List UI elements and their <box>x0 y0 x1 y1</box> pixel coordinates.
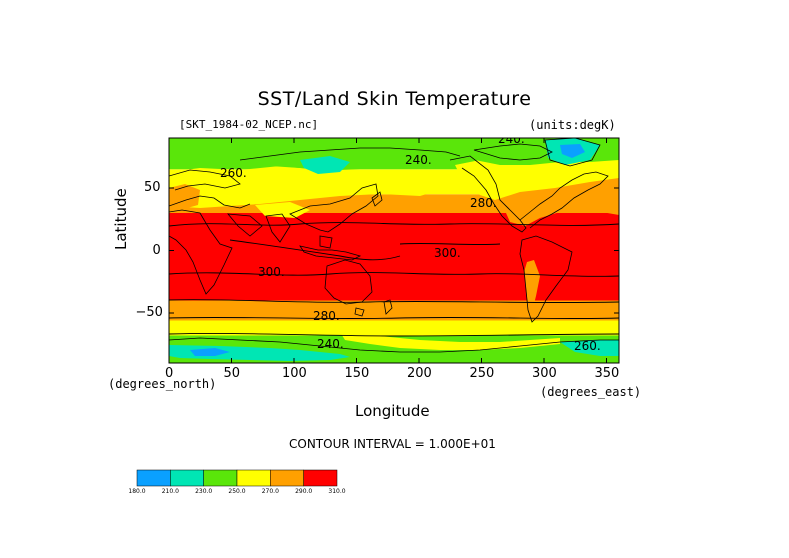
colorbar-tick-label: 290.0 <box>295 488 312 495</box>
colorbar-swatch-3 <box>236 469 271 487</box>
contour-label-7: 240. <box>317 337 344 351</box>
siberia-cold-patch <box>300 156 350 174</box>
colorbar-tick-label: 310.0 <box>328 488 345 495</box>
colorbar-swatch-5 <box>303 469 338 487</box>
colorbar-swatch-4 <box>270 469 304 487</box>
greenland-core-patch <box>560 144 585 158</box>
temperature-band-2 <box>169 300 619 321</box>
siberia-green-patch <box>169 138 470 170</box>
contour-label-2: 240. <box>405 153 432 167</box>
x-tick-label: 350 <box>594 366 620 381</box>
x-unit-label: (degrees_east) <box>540 385 642 399</box>
contour-label-0: 240. <box>498 132 525 146</box>
y-tick-label: 50 <box>144 180 161 195</box>
x-tick-label: 100 <box>282 366 307 381</box>
plot-area: 240. 260. 240. 280. 300. 300. 280. 240. 260. <box>169 132 619 363</box>
temperature-band-3 <box>169 213 619 301</box>
north-america-cold-patch <box>455 158 619 200</box>
x-tick-label: 150 <box>344 366 370 381</box>
colorbar: 180.0 210.0 230.0 250.0 270.0 290.0 310.0 <box>128 469 346 495</box>
colorbar-tick-label: 270.0 <box>262 488 279 495</box>
colorbar-swatch-2 <box>203 469 238 487</box>
contour-interval-text: CONTOUR INTERVAL = 1.000E+01 <box>289 437 496 451</box>
andes-orange-patch <box>524 260 540 312</box>
contour-label-1: 260. <box>220 166 247 180</box>
units-label: (units:degK) <box>529 118 616 132</box>
temperature-band-1 <box>169 320 619 336</box>
contour-label-8: 260. <box>574 339 601 353</box>
contour-label-3: 280. <box>470 196 497 210</box>
contour-label-5: 300. <box>258 265 285 279</box>
southern-yellow-ring <box>340 332 560 350</box>
eurasia-yellow-patch <box>169 166 440 208</box>
antarctica-east-patch <box>560 340 619 356</box>
colorbar-tick-label: 230.0 <box>195 488 212 495</box>
contour-label-4: 300. <box>434 246 461 260</box>
x-tick-label: 250 <box>469 366 495 381</box>
colorbar-swatch-0 <box>136 469 171 487</box>
regional-patches <box>169 138 619 361</box>
colorbar-tick-label: 210.0 <box>162 488 179 495</box>
coastlines <box>169 138 619 353</box>
x-tick-label: 200 <box>407 366 432 381</box>
tibet-patch <box>255 202 310 218</box>
x-tick-label: 50 <box>223 366 241 381</box>
y-axis-label: Latitude <box>112 188 130 250</box>
contour-labels: 240. 260. 240. 280. 300. 300. 280. 240. 260. <box>220 132 601 353</box>
contour-lines <box>169 222 619 337</box>
contour-label-6: 280. <box>313 309 340 323</box>
y-unit-label: (degrees_north) <box>108 377 217 391</box>
y-tick-label: 0 <box>152 242 161 258</box>
y-tick-label: −50 <box>135 305 163 320</box>
x-tick-label: 300 <box>532 366 557 381</box>
colorbar-tick-label: 180.0 <box>128 488 145 495</box>
antarctica-blue-patch <box>190 348 230 356</box>
x-axis-label: Longitude <box>355 402 430 420</box>
colorbar-tick-label: 250.0 <box>228 488 245 495</box>
axis-ticks <box>168 138 619 363</box>
colorbar-swatch-1 <box>170 469 204 487</box>
file-label: [SKT_1984-02_NCEP.nc] <box>179 118 319 131</box>
chart-title: SST/Land Skin Temperature <box>257 88 532 110</box>
x-tick-label: 0 <box>165 366 174 381</box>
